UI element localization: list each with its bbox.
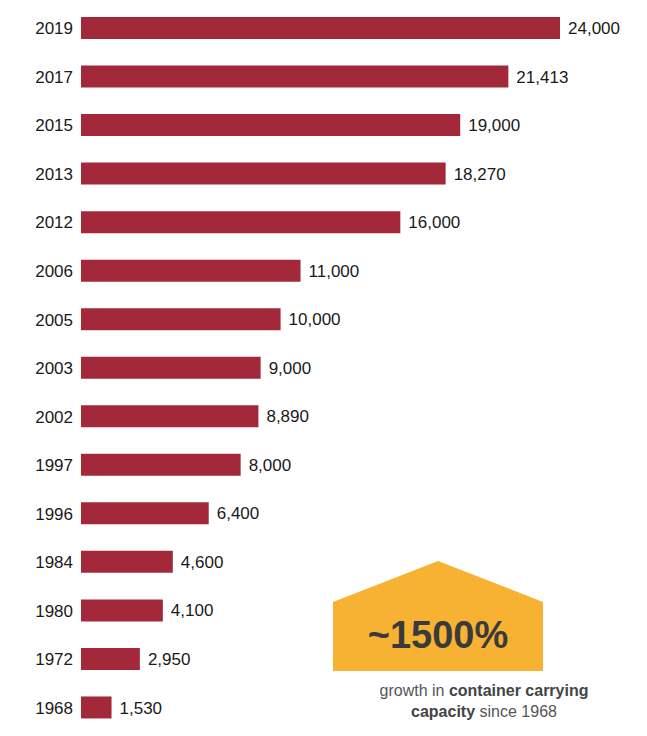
svg-text:6,400: 6,400 [217,504,260,523]
svg-text:2015: 2015 [35,116,73,135]
svg-text:18,270: 18,270 [454,165,506,184]
svg-text:1,530: 1,530 [120,699,163,718]
svg-text:4,600: 4,600 [181,553,224,572]
svg-text:24,000: 24,000 [568,19,620,38]
svg-text:21,413: 21,413 [516,68,568,87]
svg-text:9,000: 9,000 [269,359,312,378]
svg-text:1997: 1997 [35,456,73,475]
svg-text:2006: 2006 [35,262,73,281]
svg-text:2019: 2019 [35,19,73,38]
svg-text:16,000: 16,000 [408,213,460,232]
svg-text:11,000: 11,000 [309,262,360,281]
html-text:growth in container carrying c: growth in container carrying capacity si… [379,682,589,720]
svg-text:19,000: 19,000 [468,116,520,135]
svg-text:4,100: 4,100 [171,601,214,620]
svg-text:8,890: 8,890 [266,407,309,426]
svg-text:2013: 2013 [35,165,73,184]
svg-text:2017: 2017 [35,68,73,87]
svg-text:1968: 1968 [35,699,73,718]
svg-text:2003: 2003 [35,359,73,378]
svg-text:2002: 2002 [35,408,73,427]
svg-text:1996: 1996 [35,505,73,524]
svg-text:10,000: 10,000 [289,310,341,329]
svg-text:2005: 2005 [35,311,73,330]
svg-text:8,000: 8,000 [249,456,292,475]
svg-text:1984: 1984 [35,553,73,572]
svg-text:2,950: 2,950 [148,650,191,669]
svg-text:1972: 1972 [35,650,73,669]
svg-text:~1500%: ~1500% [368,614,509,656]
svg-text:1980: 1980 [35,602,73,621]
svg-text:2012: 2012 [35,213,73,232]
